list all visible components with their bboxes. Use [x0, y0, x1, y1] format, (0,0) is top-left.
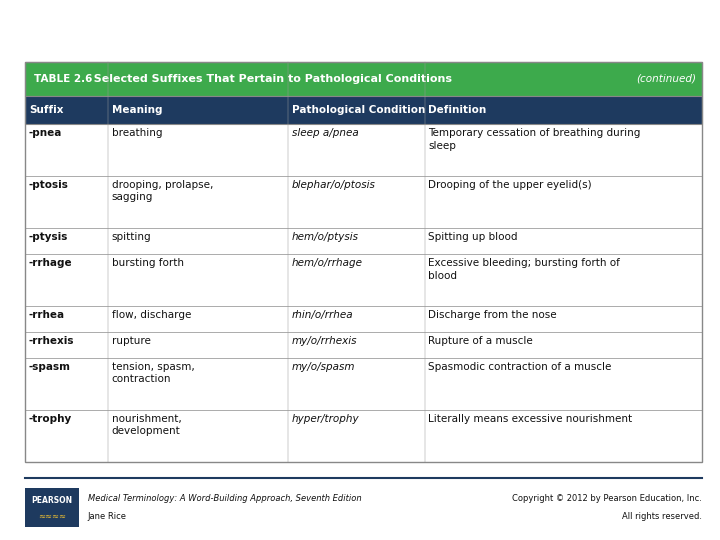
Text: Medical Terminology: A Word-Building Approach, Seventh Edition: Medical Terminology: A Word-Building App…: [88, 494, 361, 503]
Text: Excessive bleeding; bursting forth of
blood: Excessive bleeding; bursting forth of bl…: [428, 258, 620, 281]
Text: -pnea: -pnea: [29, 128, 62, 138]
Text: Suffix: Suffix: [29, 105, 63, 114]
Text: flow, discharge: flow, discharge: [112, 310, 191, 320]
Text: Spitting up blood: Spitting up blood: [428, 232, 518, 242]
Text: drooping, prolapse,
sagging: drooping, prolapse, sagging: [112, 180, 213, 201]
FancyBboxPatch shape: [25, 332, 702, 357]
FancyBboxPatch shape: [25, 357, 702, 410]
Text: hyper/trophy: hyper/trophy: [292, 414, 359, 424]
Text: hem/o/ptysis: hem/o/ptysis: [292, 232, 359, 242]
Text: Selected Suffixes That Pertain to Pathological Conditions: Selected Suffixes That Pertain to Pathol…: [86, 74, 452, 84]
Text: rhin/o/rrhea: rhin/o/rrhea: [292, 310, 354, 320]
Text: Pathological Condition: Pathological Condition: [292, 105, 425, 114]
Text: hem/o/rrhage: hem/o/rrhage: [292, 258, 363, 268]
FancyBboxPatch shape: [25, 410, 702, 462]
FancyBboxPatch shape: [25, 306, 702, 332]
Text: Spasmodic contraction of a muscle: Spasmodic contraction of a muscle: [428, 362, 612, 372]
Text: -ptosis: -ptosis: [29, 180, 68, 190]
Text: blephar/o/ptosis: blephar/o/ptosis: [292, 180, 375, 190]
Text: sleep a/pnea: sleep a/pnea: [292, 128, 359, 138]
Text: breathing: breathing: [112, 128, 162, 138]
Text: -trophy: -trophy: [29, 414, 72, 424]
Text: (continued): (continued): [636, 74, 696, 84]
FancyBboxPatch shape: [25, 488, 79, 526]
Text: Drooping of the upper eyelid(s): Drooping of the upper eyelid(s): [428, 180, 592, 190]
Text: ≈≈≈≈: ≈≈≈≈: [38, 511, 66, 520]
Text: nourishment,
development: nourishment, development: [112, 414, 181, 436]
Text: Meaning: Meaning: [112, 105, 162, 114]
Text: -rrhea: -rrhea: [29, 310, 65, 320]
Text: Discharge from the nose: Discharge from the nose: [428, 310, 557, 320]
FancyBboxPatch shape: [25, 176, 702, 228]
FancyBboxPatch shape: [25, 228, 702, 254]
Text: rupture: rupture: [112, 336, 150, 346]
Text: -spasm: -spasm: [29, 362, 71, 372]
Text: PEARSON: PEARSON: [32, 496, 73, 504]
FancyBboxPatch shape: [25, 124, 702, 176]
Text: TABLE 2.6: TABLE 2.6: [34, 74, 92, 84]
Text: my/o/spasm: my/o/spasm: [292, 362, 355, 372]
Text: bursting forth: bursting forth: [112, 258, 184, 268]
Text: -rrhexis: -rrhexis: [29, 336, 74, 346]
FancyBboxPatch shape: [25, 96, 702, 124]
Text: Temporary cessation of breathing during
sleep: Temporary cessation of breathing during …: [428, 128, 641, 151]
Text: Definition: Definition: [428, 105, 487, 114]
Text: Rupture of a muscle: Rupture of a muscle: [428, 336, 533, 346]
Text: my/o/rrhexis: my/o/rrhexis: [292, 336, 357, 346]
Text: tension, spasm,
contraction: tension, spasm, contraction: [112, 362, 194, 383]
Text: Copyright © 2012 by Pearson Education, Inc.: Copyright © 2012 by Pearson Education, I…: [512, 494, 702, 503]
Text: All rights reserved.: All rights reserved.: [622, 512, 702, 521]
Text: Literally means excessive nourishment: Literally means excessive nourishment: [428, 414, 633, 424]
Text: spitting: spitting: [112, 232, 151, 242]
FancyBboxPatch shape: [25, 62, 702, 96]
FancyBboxPatch shape: [25, 254, 702, 306]
Text: -rrhage: -rrhage: [29, 258, 73, 268]
Text: -ptysis: -ptysis: [29, 232, 68, 242]
Text: Jane Rice: Jane Rice: [88, 512, 127, 521]
